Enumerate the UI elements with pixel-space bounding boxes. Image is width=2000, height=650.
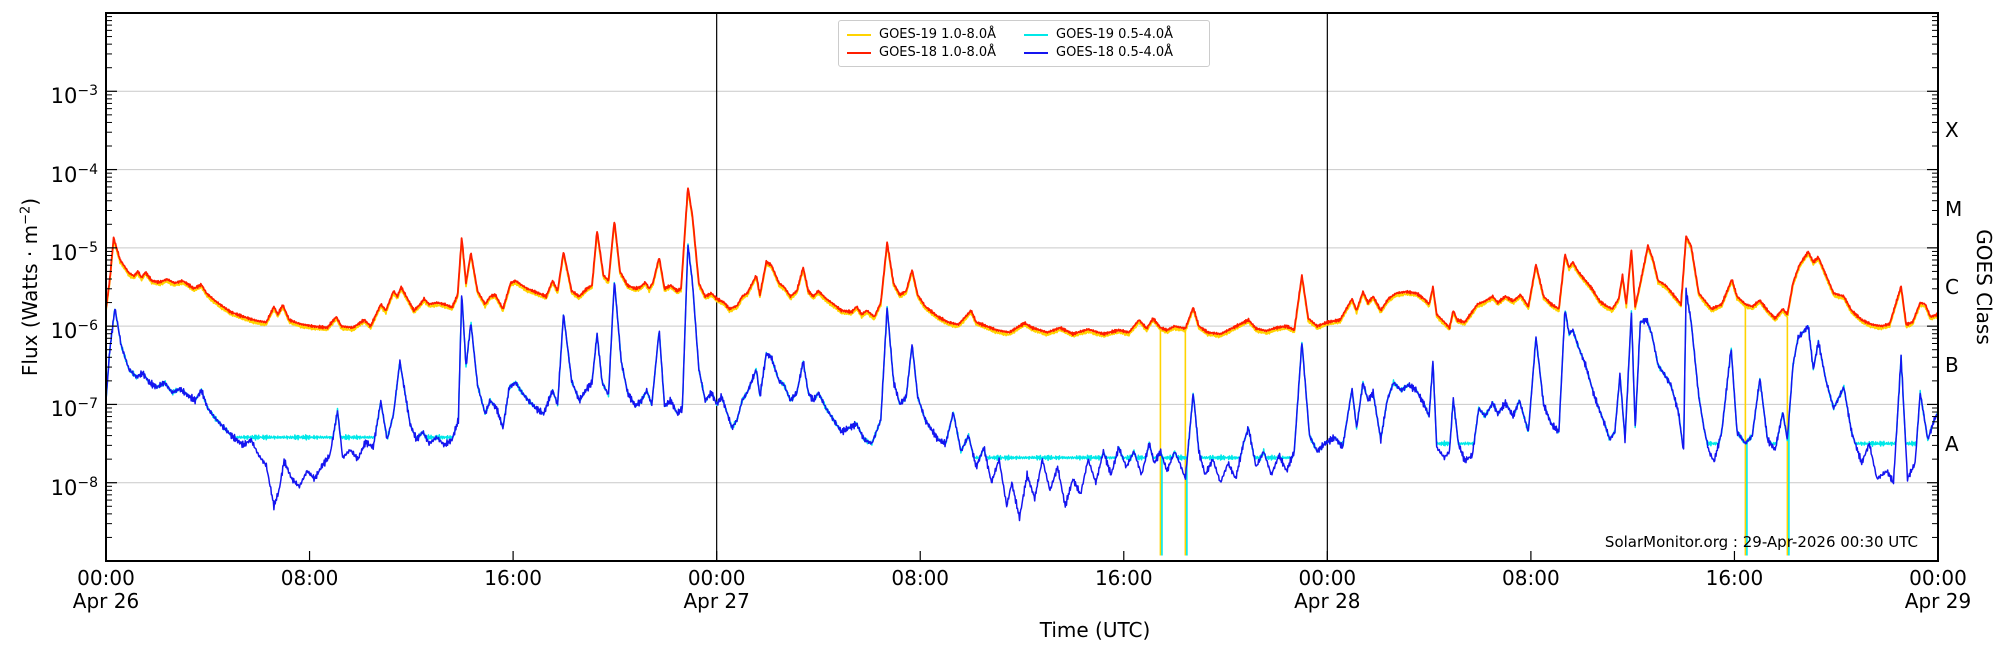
legend-item-label: GOES-18 1.0-8.0Å: [879, 45, 997, 60]
goes19_long-swatch-line: [847, 33, 871, 36]
y-tick-label: 10−4: [50, 161, 98, 187]
x-tick-label: 08:00: [1502, 566, 1560, 590]
goes18_short-swatch-line: [1024, 51, 1048, 54]
y-tick-label: 10−8: [50, 474, 98, 500]
x-tick-label: 16:00: [1705, 566, 1764, 590]
x-tick-label: 08:00: [280, 566, 339, 590]
goes18_short-curve: [105, 244, 1939, 522]
x-date-label: Apr 29: [1904, 589, 1972, 613]
y-axis-label: Flux (Watts · m−2): [18, 198, 42, 376]
x-date-label: Apr 27: [683, 589, 750, 613]
goes18_long-swatch-line: [847, 51, 871, 54]
x-tick-label: 16:00: [484, 566, 542, 590]
goes-class-letter: B: [1945, 353, 1959, 378]
legend-item-label: GOES-18 0.5-4.0Å: [1056, 45, 1174, 60]
legend-item-goes19_long: GOES-19 1.0-8.0Å: [847, 27, 1024, 42]
x-date-label: Apr 28: [1294, 589, 1361, 613]
goes19_short-curve: [105, 243, 1939, 462]
goes-class-letter: C: [1945, 275, 1959, 299]
legend-item-goes18_short: GOES-18 0.5-4.0Å: [1024, 45, 1201, 60]
x-tick-label: 08:00: [891, 566, 950, 590]
legend: GOES-19 1.0-8.0Å GOES-19 0.5-4.0Å GOES-18 …: [838, 20, 1210, 67]
goes19_short-swatch-line: [1024, 33, 1048, 36]
x-date-label: Apr 26: [72, 589, 140, 613]
x-tick-label: 00:00: [687, 566, 746, 590]
goes18_long-curve: [105, 187, 1939, 337]
x-tick-label: 16:00: [1094, 566, 1153, 590]
y-tick-label: 10−7: [50, 396, 98, 422]
y-tick-label: 10−3: [50, 83, 98, 109]
legend-item-label: GOES-19 0.5-4.0Å: [1056, 27, 1174, 42]
x-tick-label: 00:00: [1298, 566, 1357, 590]
goes-class-letter: A: [1945, 431, 1959, 456]
x-tick-label: 00:00: [77, 566, 135, 590]
y-tick-label: 10−5: [50, 239, 98, 265]
solarmonitor-watermark: SolarMonitor.org : 29-Apr-2026 00:30 UTC: [1604, 533, 1918, 551]
y-axis-label-close: ): [18, 197, 42, 206]
x-tick-label: 00:00: [1909, 566, 1967, 590]
goes-class-letter: M: [1945, 196, 1963, 221]
goes-class-letter: X: [1945, 118, 1959, 143]
goes19_long-curve: [105, 189, 1939, 339]
y-axis-label-exponent: −2: [18, 205, 34, 225]
x-axis-label: Time (UTC): [1039, 618, 1151, 642]
legend-item-label: GOES-19 1.0-8.0Å: [879, 27, 997, 42]
legend-item-goes18_long: GOES-18 1.0-8.0Å: [847, 45, 1024, 60]
y-tick-label: 10−6: [50, 318, 98, 344]
plot-frame: [105, 12, 1939, 562]
legend-item-goes19_short: GOES-19 0.5-4.0Å: [1024, 27, 1201, 42]
